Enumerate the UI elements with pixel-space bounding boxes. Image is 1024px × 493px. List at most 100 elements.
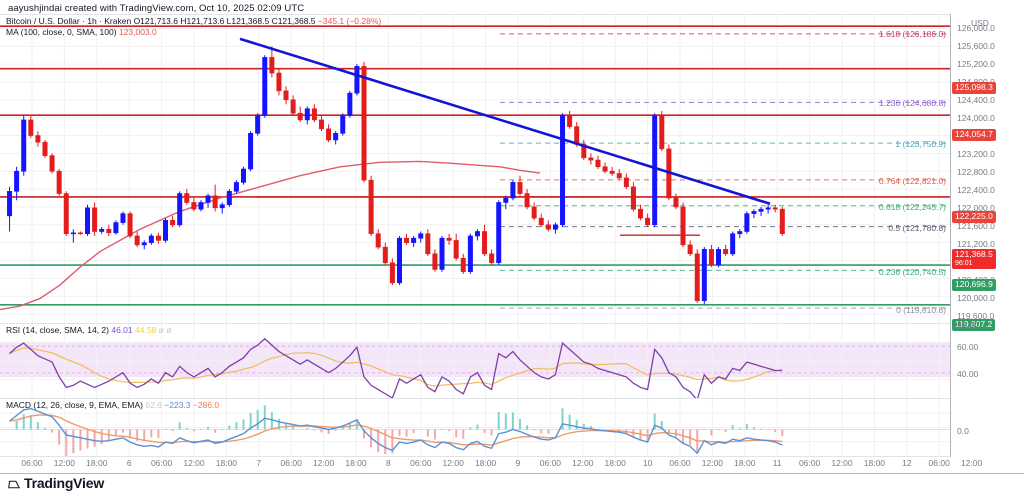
price-tick: 122,400.0 [957, 185, 995, 196]
fib-level-label: 1 (123,750.9) [895, 139, 946, 149]
time-tick: 6 [126, 458, 132, 468]
candlestick-series [7, 46, 785, 305]
time-tick: 11 [772, 458, 782, 468]
rsi-pane[interactable]: RSI (14, close, SMA, 14, 2) 46.01 44.58 … [0, 324, 950, 399]
macd-signal-line [9, 414, 783, 446]
macd-line [9, 407, 783, 455]
price-pane[interactable]: 1.618 (126,186.0) 1.236 (124,680.8) 1 (123… [0, 14, 950, 324]
horizontal-level-lines [0, 25, 950, 306]
fib-level-label: 0.618 (122,245.7) [878, 202, 946, 212]
fib-level-label: 1.236 (124,680.8) [878, 98, 946, 108]
price-tick: 124,000.0 [957, 113, 995, 124]
price-tick: 123,200.0 [957, 149, 995, 160]
rsi-legend[interactable]: RSI (14, close, SMA, 14, 2) 46.01 44.58 … [6, 325, 171, 335]
price-svg [0, 15, 950, 323]
time-tick: 06:00 [928, 458, 950, 468]
time-tick: 12:00 [831, 458, 853, 468]
price-plot[interactable]: 1.618 (126,186.0) 1.236 (124,680.8) 1 (123… [0, 15, 950, 323]
macd-signal-value: −286.0 [192, 400, 220, 410]
rsi-grid-lines [0, 324, 950, 398]
time-tick: 06:00 [21, 458, 43, 468]
tradingview-logo-icon: ⏢ [8, 474, 20, 492]
current-price-badge[interactable]: 125,098.3 [952, 82, 996, 94]
time-tick: 12:00 [183, 458, 205, 468]
macd-tick: 0.0 [957, 426, 969, 436]
time-tick: 18:00 [863, 458, 886, 468]
time-tick: 18:00 [215, 458, 238, 468]
time-tick: 06:00 [280, 458, 302, 468]
time-axis[interactable]: 06:00 12:00 18:00 6 06:00 12:00 18:00 7 06:00 12:… [0, 457, 1024, 474]
price-tick: 122,800.0 [957, 167, 995, 178]
ma100-line [0, 160, 541, 311]
fib-level-label: 0 (119,810.6) [896, 305, 946, 315]
current-price-badge[interactable]: 122,225.0 [952, 211, 996, 223]
price-axis[interactable]: USD 126,000.0125,600.0125,200.0124,800.0… [950, 14, 1024, 457]
rsi-ma-line [9, 347, 783, 387]
rsi-plot[interactable] [0, 324, 950, 398]
price-tick: 125,600.0 [957, 41, 995, 52]
rsi-line [9, 337, 783, 398]
time-tick: 12:00 [572, 458, 594, 468]
currency-label: USD [971, 18, 989, 28]
time-tick: 06:00 [410, 458, 432, 468]
fib-level-label: 0.5 (121,780.8) [888, 223, 946, 233]
change-value: −345.1 (−0.28%) [317, 16, 382, 26]
current-price-badge[interactable]: 119,807.2 [952, 319, 996, 331]
time-tick: 18:00 [474, 458, 497, 468]
macd-svg [0, 399, 950, 456]
price-tick: 122,000.0 [957, 203, 995, 214]
fib-level-label: 0.764 (122,821.0) [878, 176, 946, 186]
rsi-extra: ø ø [158, 325, 172, 335]
current-price-badge[interactable]: 121,368.5 96:01 [952, 249, 996, 269]
time-tick: 12 [902, 458, 912, 468]
time-tick: 10 [642, 458, 653, 468]
symbol-label: Bitcoin / U.S. Dollar · 1h · Kraken [6, 16, 132, 26]
macd-title: MACD (12, 26, close, 9, EMA, EMA) [6, 400, 143, 410]
rsi-title: RSI (14, close, SMA, 14, 2) [6, 325, 109, 335]
time-tick: 18:00 [604, 458, 626, 468]
macd-hist-value: 62.6 [145, 400, 162, 410]
time-tick: 06:00 [539, 458, 562, 468]
time-tick: 06:00 [798, 458, 821, 468]
rsi-value: 46.01 [111, 325, 133, 335]
time-tick: 7 [256, 458, 262, 468]
macd-plot[interactable] [0, 399, 950, 456]
time-tick: 12:00 [312, 458, 335, 468]
ma-legend[interactable]: MA (100, close, 0, SMA, 100) 123,003.0 [6, 27, 157, 37]
time-tick: 9 [515, 458, 521, 468]
grid-lines [0, 15, 950, 323]
symbol-legend[interactable]: Bitcoin / U.S. Dollar · 1h · Kraken O121… [6, 16, 381, 26]
current-price-badge[interactable]: 124,054.7 [952, 129, 996, 141]
rsi-tick: 80.00 [957, 320, 979, 330]
rsi-tick: 60.00 [957, 342, 979, 352]
price-tick: 121,200.0 [957, 239, 995, 250]
price-tick: 119,600.0 [957, 311, 995, 321]
time-tick: 18:00 [345, 458, 367, 468]
ma-title: MA (100, close, 0, SMA, 100) [6, 27, 117, 37]
rsi-band [0, 341, 950, 378]
macd-pane[interactable]: MACD (12, 26, close, 9, EMA, EMA) 62.6 −… [0, 399, 950, 457]
macd-legend[interactable]: MACD (12, 26, close, 9, EMA, EMA) 62.6 −… [6, 400, 219, 410]
price-tick: 120,000.0 [957, 293, 995, 304]
time-tick: 06:00 [150, 458, 173, 468]
time-tick: 12:00 [53, 458, 76, 468]
time-tick: 18:00 [734, 458, 756, 468]
time-tick: 18:00 [86, 458, 108, 468]
chart-container[interactable]: 1.618 (126,186.0) 1.236 (124,680.8) 1 (123… [0, 14, 1024, 457]
ma-value: 123,003.0 [118, 27, 157, 37]
rsi-tick: 40.00 [957, 369, 979, 379]
time-tick: 12:00 [960, 458, 983, 468]
price-tick: 121,600.0 [957, 221, 995, 232]
price-tick: 124,400.0 [957, 95, 995, 106]
trendline [239, 37, 771, 206]
macd-line-value: −223.3 [164, 400, 191, 410]
tradingview-brand: TradingView [24, 475, 105, 491]
attribution-text: aayushjindai created with TradingView.co… [8, 3, 305, 14]
rsi-ma-value: 44.58 [135, 325, 157, 335]
rsi-svg [0, 324, 950, 398]
current-price-badge[interactable]: 120,696.9 [952, 279, 996, 291]
time-tick: 12:00 [442, 458, 464, 468]
fib-level-label: 0.236 (120,740.5) [878, 267, 946, 277]
fib-level-label: 1.618 (126,186.0) [878, 29, 946, 39]
price-tick: 125,200.0 [957, 59, 995, 70]
